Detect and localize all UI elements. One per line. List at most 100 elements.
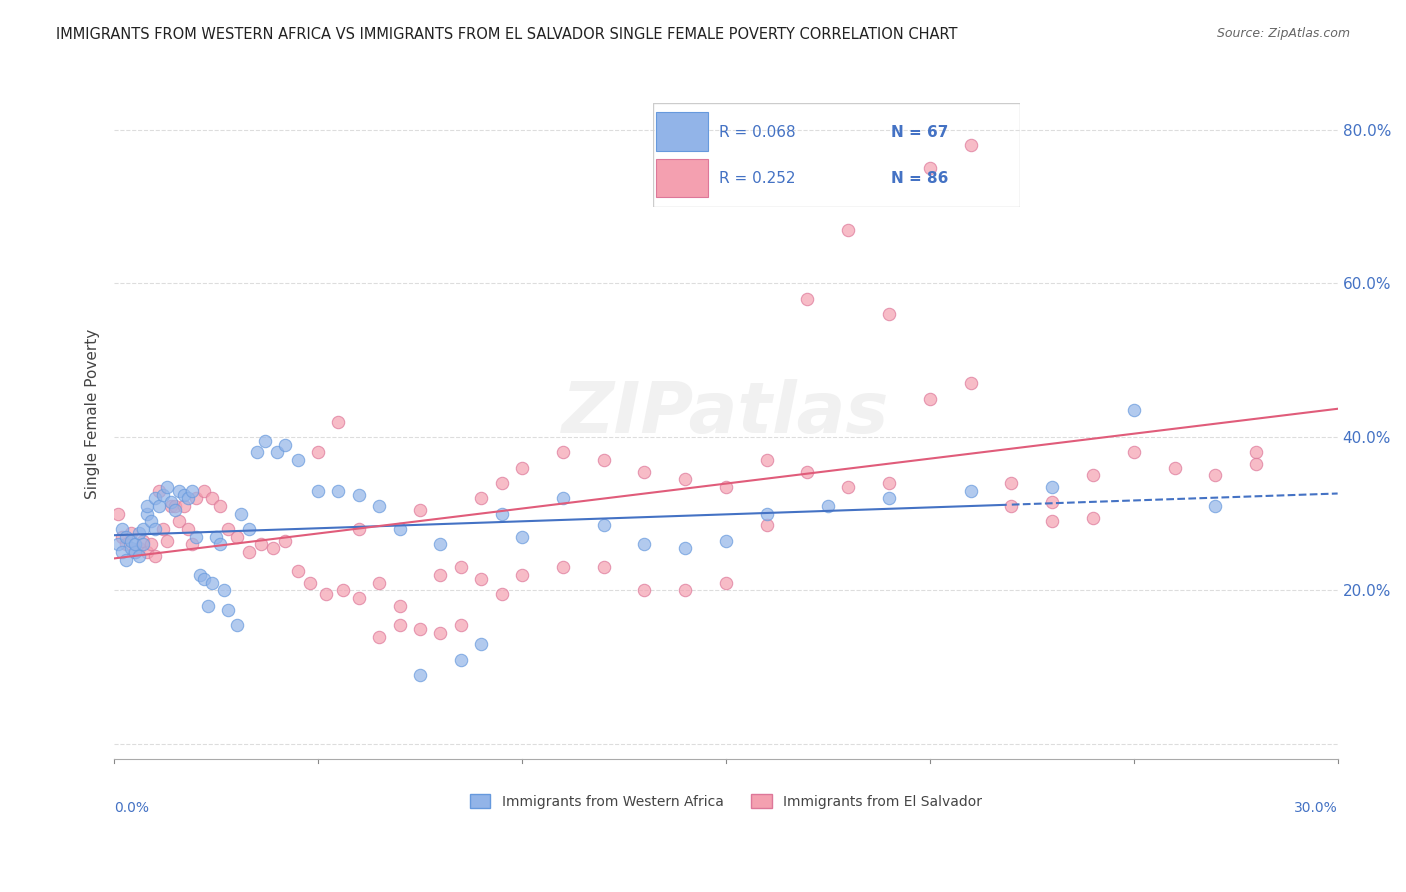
Point <box>673 583 696 598</box>
Point <box>165 503 187 517</box>
Point <box>143 491 166 506</box>
Point <box>143 549 166 563</box>
Point <box>246 445 269 459</box>
Point <box>959 376 981 391</box>
Point <box>115 553 138 567</box>
Point <box>673 472 696 486</box>
Point <box>254 434 277 448</box>
Point <box>165 499 187 513</box>
Point <box>1040 495 1063 509</box>
Point <box>633 465 655 479</box>
Point <box>837 480 859 494</box>
Point <box>238 522 260 536</box>
Point <box>510 460 533 475</box>
Point <box>132 522 155 536</box>
Point <box>262 541 284 556</box>
Point <box>201 575 224 590</box>
Point <box>328 483 350 498</box>
Point <box>148 499 170 513</box>
Point <box>491 507 513 521</box>
Point <box>193 572 215 586</box>
Point <box>1081 468 1104 483</box>
Point <box>169 483 191 498</box>
Point <box>120 533 142 548</box>
Point <box>180 537 202 551</box>
Point <box>1122 403 1144 417</box>
Point <box>274 533 297 548</box>
Point <box>368 630 391 644</box>
Point <box>347 591 370 606</box>
Point <box>176 491 198 506</box>
Point <box>388 618 411 632</box>
Point <box>877 307 900 321</box>
Point <box>287 453 309 467</box>
Point <box>450 560 472 574</box>
Point <box>796 465 818 479</box>
Point <box>332 583 354 598</box>
Point <box>107 507 129 521</box>
Point <box>673 541 696 556</box>
Point <box>409 668 432 682</box>
Point <box>205 530 228 544</box>
Point <box>173 499 195 513</box>
Point <box>143 522 166 536</box>
Point <box>1244 445 1267 459</box>
Point <box>633 537 655 551</box>
Point <box>266 445 288 459</box>
Point <box>1040 480 1063 494</box>
Text: 30.0%: 30.0% <box>1294 801 1337 814</box>
Point <box>173 487 195 501</box>
Point <box>160 499 183 513</box>
Text: IMMIGRANTS FROM WESTERN AFRICA VS IMMIGRANTS FROM EL SALVADOR SINGLE FEMALE POVE: IMMIGRANTS FROM WESTERN AFRICA VS IMMIGR… <box>56 27 957 42</box>
Point <box>368 575 391 590</box>
Point <box>633 583 655 598</box>
Point <box>274 437 297 451</box>
Point <box>217 602 239 616</box>
Point <box>959 483 981 498</box>
Point <box>347 522 370 536</box>
Point <box>201 491 224 506</box>
Point <box>551 445 574 459</box>
Point <box>128 525 150 540</box>
Point <box>551 560 574 574</box>
Point <box>193 483 215 498</box>
Point <box>298 575 321 590</box>
Legend: Immigrants from Western Africa, Immigrants from El Salvador: Immigrants from Western Africa, Immigran… <box>464 789 988 814</box>
Point <box>1204 499 1226 513</box>
Point <box>132 533 155 548</box>
Point <box>135 499 157 513</box>
Point <box>510 568 533 582</box>
Point <box>1244 457 1267 471</box>
Point <box>156 533 179 548</box>
Point <box>307 483 329 498</box>
Point <box>209 537 232 551</box>
Point <box>551 491 574 506</box>
Point <box>755 507 778 521</box>
Point <box>388 599 411 613</box>
Point <box>115 530 138 544</box>
Point <box>225 618 247 632</box>
Point <box>877 475 900 490</box>
Point <box>1204 468 1226 483</box>
Point <box>1040 515 1063 529</box>
Point <box>124 545 146 559</box>
Point <box>124 545 146 559</box>
Point <box>135 507 157 521</box>
Point <box>470 637 492 651</box>
Point <box>184 530 207 544</box>
Point <box>315 587 337 601</box>
Point <box>197 599 219 613</box>
Point <box>429 625 451 640</box>
Y-axis label: Single Female Poverty: Single Female Poverty <box>86 329 100 499</box>
Point <box>152 522 174 536</box>
Point <box>180 483 202 498</box>
Point <box>1000 499 1022 513</box>
Text: Source: ZipAtlas.com: Source: ZipAtlas.com <box>1216 27 1350 40</box>
Point <box>592 453 614 467</box>
Point <box>287 564 309 578</box>
Point <box>409 622 432 636</box>
Point <box>470 572 492 586</box>
Point <box>169 515 191 529</box>
Point <box>918 392 941 406</box>
Point <box>128 549 150 563</box>
